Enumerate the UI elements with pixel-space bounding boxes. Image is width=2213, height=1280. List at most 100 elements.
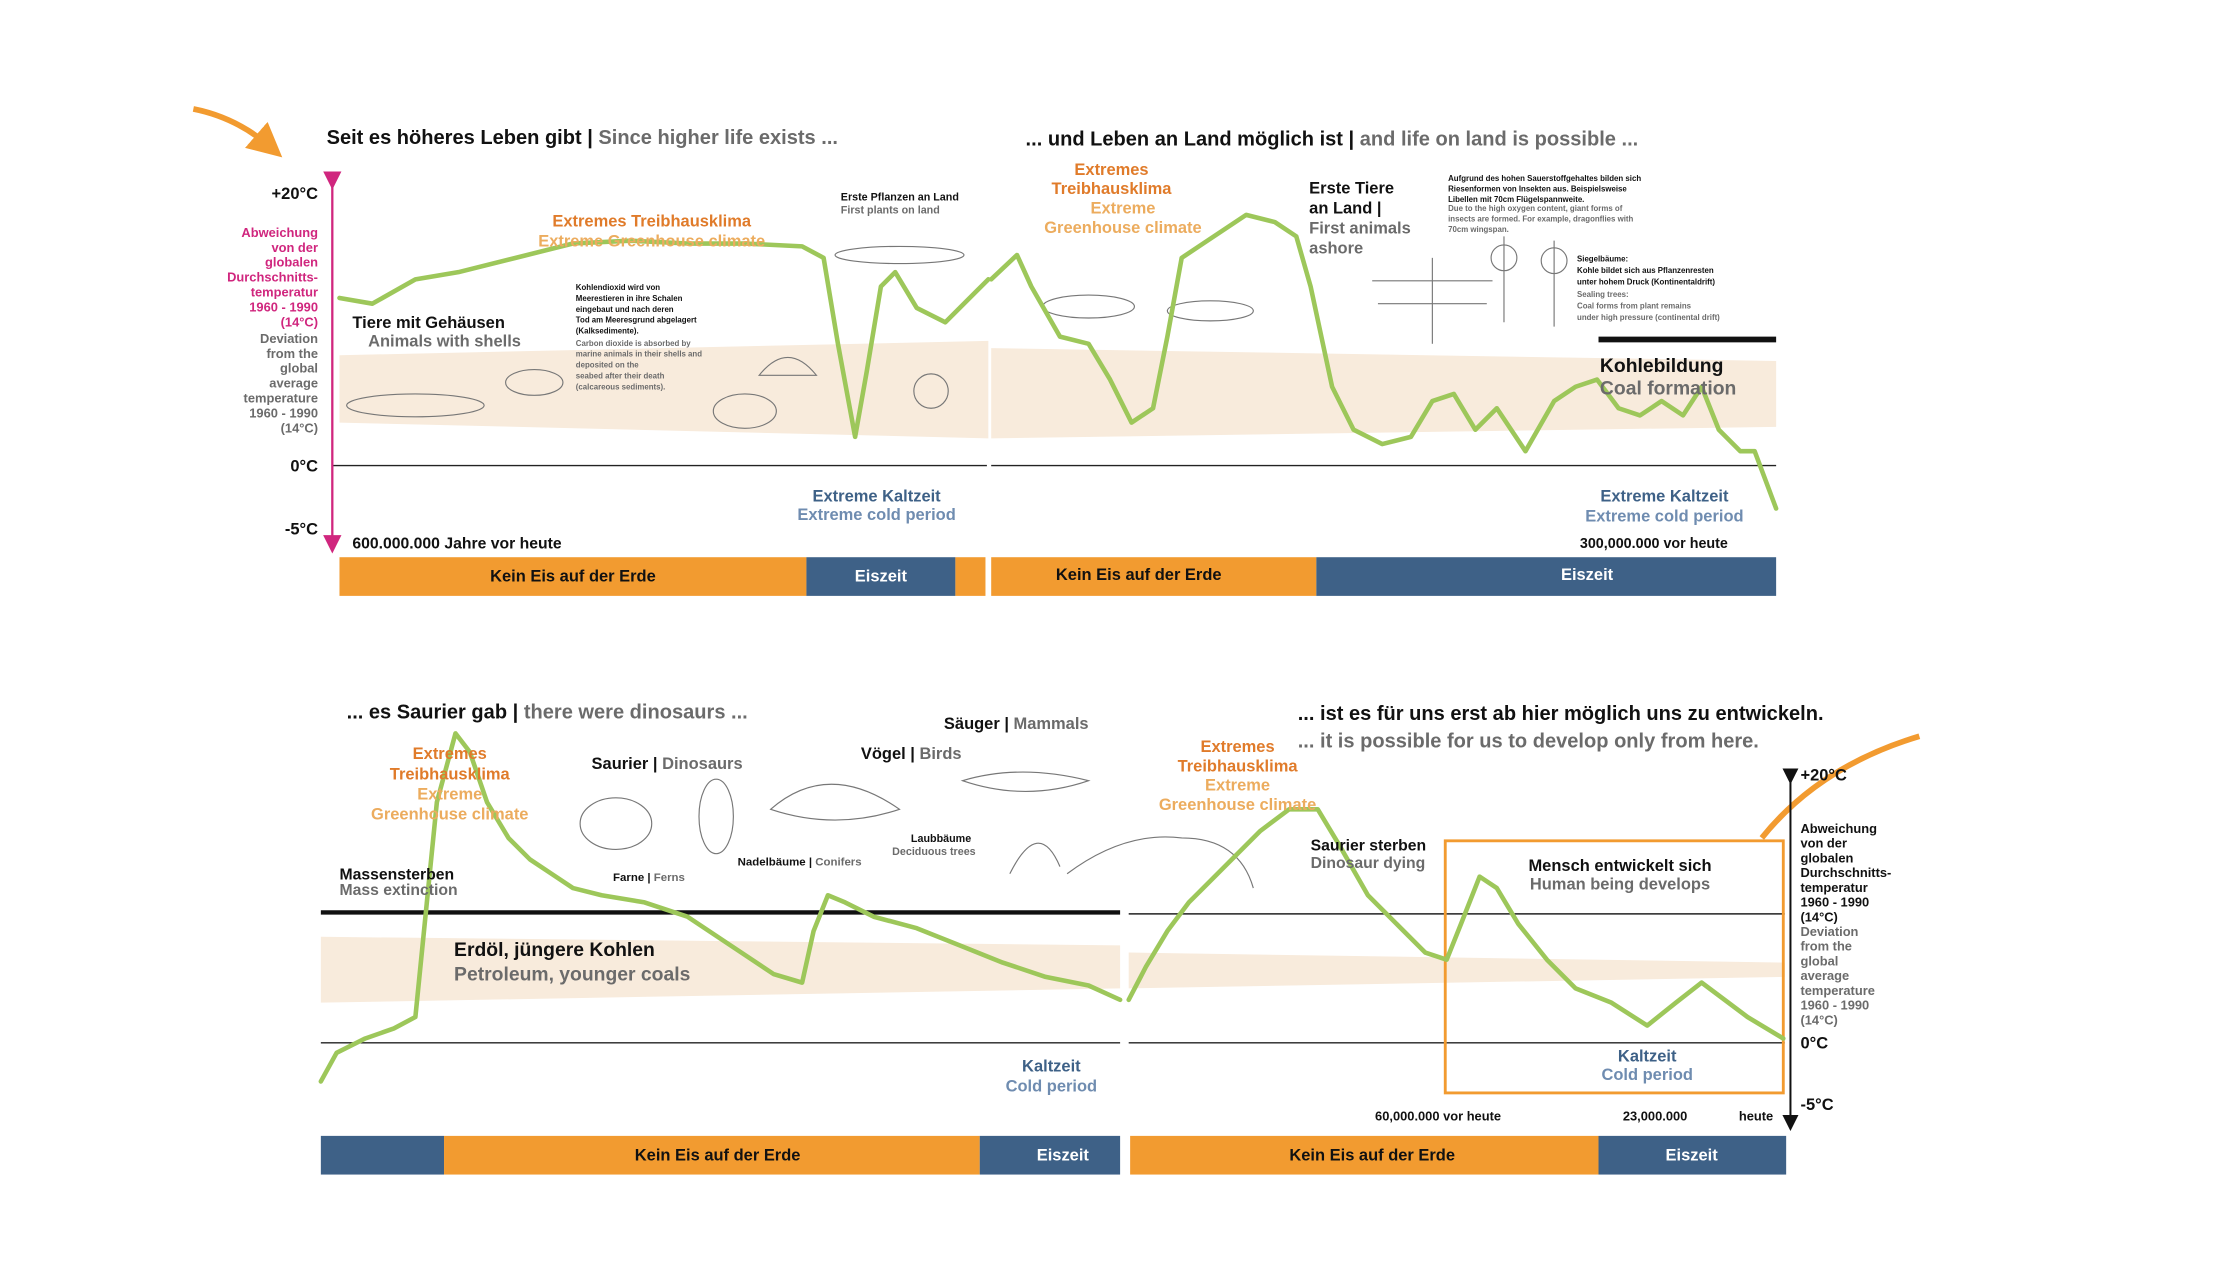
label: Mass extinction xyxy=(339,882,457,899)
text-line: (14°C) xyxy=(281,420,318,435)
intro-arrow xyxy=(192,106,283,158)
text-line: Extremes xyxy=(1074,161,1148,179)
text-line: Tod am Meeresgrund abgelagert xyxy=(576,316,697,325)
text-line: Carbon dioxide is absorbed by xyxy=(576,339,691,348)
text-line: Riesenformen von Insekten aus. Beispiels… xyxy=(1448,184,1627,193)
label: Extreme cold period xyxy=(797,506,955,524)
temperature-curve xyxy=(1126,807,1786,1041)
bar-label: Eiszeit xyxy=(855,568,908,586)
temperature-curve xyxy=(318,731,1123,1084)
text-line: Libellen mit 70cm Flügelspannweite. xyxy=(1448,195,1584,204)
bar-label: Kein Eis auf der Erde xyxy=(1056,566,1222,584)
time-label: 300,000.000 vor heute xyxy=(1580,536,1728,552)
text-line: Aufgrund des hohen Sauerstoffgehaltes bi… xyxy=(1448,174,1641,183)
text-line: Extremes xyxy=(413,745,487,763)
band xyxy=(320,936,1121,1003)
text-line: temperature xyxy=(1800,983,1874,998)
text-line: Sealing trees: xyxy=(1577,290,1629,299)
text-line: 70cm wingspan. xyxy=(1448,225,1509,234)
time-label: heute xyxy=(1739,1109,1773,1124)
text-line: average xyxy=(269,376,318,391)
text-line: Erste Tiere xyxy=(1309,179,1394,197)
text-line: temperature xyxy=(244,390,318,405)
label: Deciduous trees xyxy=(892,846,976,858)
label: Cold period xyxy=(1006,1078,1098,1096)
text-line: from the xyxy=(1800,939,1852,954)
text-line: Greenhouse climate xyxy=(1159,796,1316,814)
label: Saurier sterben xyxy=(1311,838,1427,855)
label: Extreme Kaltzeit xyxy=(1600,487,1729,505)
text-line: Coal forms from plant remains xyxy=(1577,302,1692,311)
time-label: 600.000.000 Jahre vor heute xyxy=(352,535,561,552)
text-line: First animals xyxy=(1309,220,1411,238)
temperature-curve xyxy=(337,238,991,440)
bar-label: Kein Eis auf der Erde xyxy=(490,568,656,586)
note: Carbon dioxide is absorbed by marine anim… xyxy=(576,339,702,392)
text-line: Extremes xyxy=(1200,738,1274,756)
note: Siegelbäume: Kohle bildet sich aus Pflanz… xyxy=(1577,254,1715,286)
outro-arrow xyxy=(1759,733,1921,840)
label: Extreme Kaltzeit xyxy=(813,487,942,505)
label: Extreme Greenhouse climate xyxy=(1044,199,1201,236)
text-line: Greenhouse climate xyxy=(1044,219,1201,237)
axis-bottom: -5°C xyxy=(285,520,318,538)
label: Extreme cold period xyxy=(1585,507,1743,525)
text-line: 1960 - 1990 xyxy=(249,405,318,420)
axis-bottom: -5°C xyxy=(1800,1096,1833,1114)
text-line: under high pressure (continental drift) xyxy=(1577,313,1720,322)
text-line: average xyxy=(1800,968,1849,983)
text-line: 1960 - 1990 xyxy=(1800,895,1869,910)
text-line: Deviation xyxy=(260,331,318,346)
ice-bar xyxy=(979,1135,1121,1175)
label: Dinosaur dying xyxy=(1311,855,1426,872)
time-label: 60,000.000 vor heute xyxy=(1375,1109,1501,1124)
heading: ... und Leben an Land möglich ist | and … xyxy=(1026,129,1639,151)
text-line: 1960 - 1990 xyxy=(1800,998,1869,1013)
text-line: temperatur xyxy=(251,284,318,299)
text-line: (14°C) xyxy=(1800,1012,1837,1027)
band xyxy=(339,340,989,439)
note: Aufgrund des hohen Sauerstoffgehaltes bi… xyxy=(1448,174,1641,204)
label: Animals with shells xyxy=(368,333,521,351)
text-line: Meerestieren in ihre Schalen xyxy=(576,294,683,303)
heading: Seit es höheres Leben gibt | Since highe… xyxy=(327,127,838,149)
text-line: (14°C) xyxy=(281,314,318,329)
note: Sealing trees: Coal forms from plant rema… xyxy=(1577,290,1720,322)
no-ice-bar xyxy=(955,557,986,596)
label: First animals ashore xyxy=(1309,220,1411,258)
text-line: von der xyxy=(1800,836,1847,851)
text-line: (Kalksedimente). xyxy=(576,327,639,336)
text-line: global xyxy=(1800,953,1838,968)
illustrations xyxy=(346,236,1568,889)
text-line: Extreme xyxy=(1090,199,1155,217)
text-line: (calcareous sediments). xyxy=(576,382,666,391)
text-line: from the xyxy=(266,346,318,361)
label: Mensch entwickelt sich xyxy=(1528,857,1711,875)
bar-label: Kein Eis auf der Erde xyxy=(635,1146,801,1164)
label: Erste Pflanzen an Land xyxy=(841,192,959,204)
label: Extremes Treibhausklima xyxy=(552,212,751,230)
bar-label: Eiszeit xyxy=(1561,566,1614,584)
text-line: global xyxy=(280,361,318,376)
label: Laubbäume xyxy=(911,833,971,845)
axis-top: +20°C xyxy=(272,185,319,203)
label: Kohlebildung xyxy=(1600,356,1723,377)
text-line: insects are formed. For example, dragonf… xyxy=(1448,215,1633,224)
coal-bar xyxy=(1598,336,1777,343)
label: Kaltzeit xyxy=(1618,1047,1677,1065)
text-line: globalen xyxy=(265,255,318,270)
label: Farne | Ferns xyxy=(613,872,685,884)
temperature-curve xyxy=(988,212,1779,511)
text-line: Extreme xyxy=(1205,777,1270,795)
label: Erdöl, jüngere Kohlen xyxy=(454,940,655,961)
band xyxy=(1128,952,1785,989)
ice-bar xyxy=(320,1135,445,1175)
bar-label: Eiszeit xyxy=(1666,1146,1719,1164)
text-line: Greenhouse climate xyxy=(371,805,528,823)
label: First plants on land xyxy=(841,204,940,216)
